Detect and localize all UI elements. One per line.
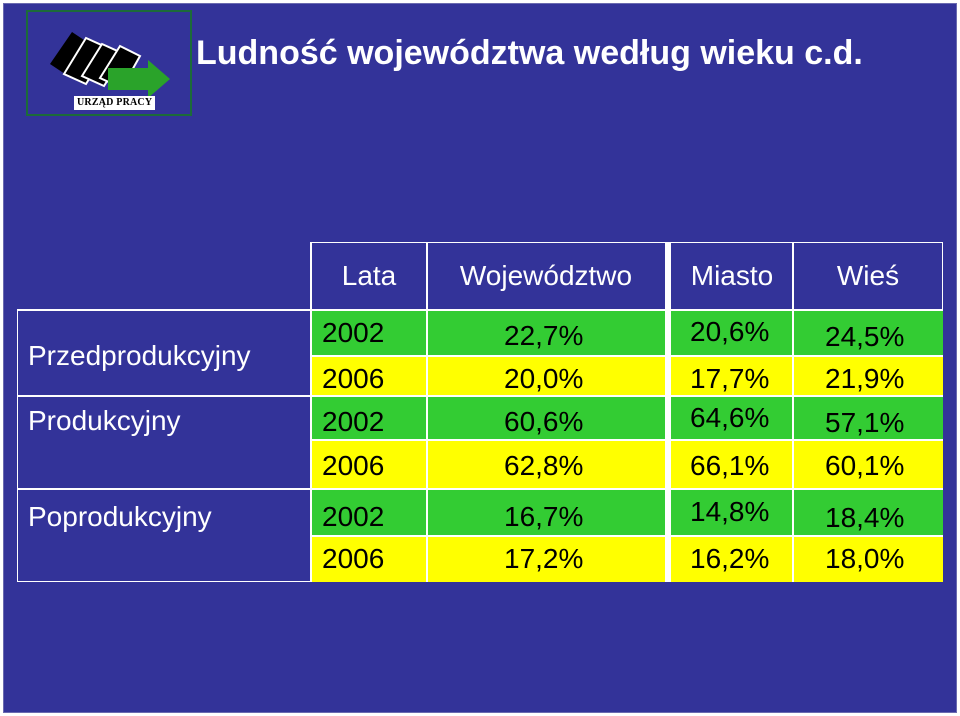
village-cell: 24,5% — [825, 321, 905, 352]
row-divider — [311, 535, 943, 537]
row-divider — [17, 395, 943, 397]
region-cell: 20,0% — [504, 363, 584, 394]
row-bg-2002 — [311, 488, 943, 536]
page-title: Ludność województwa według wieku c.d. — [196, 34, 863, 72]
row-bg-2002 — [311, 310, 943, 356]
header-village: Wieś — [836, 260, 900, 291]
region-cell: 22,7% — [504, 320, 584, 351]
village-cell: 18,0% — [825, 543, 905, 574]
logo-label: URZĄD PRACY — [74, 96, 156, 110]
city-cell: 16,2% — [690, 543, 770, 574]
header-region: Województwo — [459, 260, 633, 291]
slide: URZĄD PRACY Ludność województwa według w… — [3, 3, 957, 713]
village-cell: 18,4% — [825, 502, 905, 533]
village-cell: 57,1% — [825, 407, 905, 438]
city-cell: 14,8% — [690, 496, 770, 527]
column-divider — [792, 242, 794, 582]
region-cell: 16,7% — [504, 501, 584, 532]
column-divider — [310, 242, 312, 582]
category-label: Produkcyjny — [28, 405, 181, 436]
row-bg-2006 — [311, 356, 943, 396]
region-cell: 17,2% — [504, 543, 584, 574]
row-divider — [311, 439, 943, 441]
header-years: Lata — [341, 260, 397, 291]
category-label: Poprodukcyjny — [28, 501, 212, 532]
column-divider — [426, 242, 428, 582]
category-label: Przedprodukcyjny — [28, 340, 251, 371]
header-city: Miasto — [690, 260, 774, 291]
village-cell: 60,1% — [825, 450, 905, 481]
row-divider — [17, 488, 943, 490]
city-cell: 66,1% — [690, 450, 770, 481]
urzad-pracy-logo: URZĄD PRACY — [26, 10, 192, 116]
row-divider — [311, 355, 943, 357]
region-cell: 62,8% — [504, 450, 584, 481]
row-divider — [17, 309, 943, 311]
logo-cards-arrow-icon — [50, 32, 170, 98]
city-cell: 64,6% — [690, 402, 770, 433]
city-cell: 17,7% — [690, 363, 770, 394]
row-bg-2006 — [311, 440, 943, 488]
year-cell: 2006 — [322, 363, 385, 394]
column-divider — [665, 242, 671, 582]
city-cell: 20,6% — [690, 316, 770, 347]
year-cell: 2006 — [322, 450, 385, 481]
row-bg-2006 — [311, 536, 943, 582]
year-cell: 2002 — [322, 406, 385, 437]
year-cell: 2006 — [322, 543, 385, 574]
year-cell: 2002 — [322, 317, 385, 348]
village-cell: 21,9% — [825, 363, 905, 394]
year-cell: 2002 — [322, 501, 385, 532]
region-cell: 60,6% — [504, 406, 584, 437]
row-bg-2002 — [311, 396, 943, 440]
